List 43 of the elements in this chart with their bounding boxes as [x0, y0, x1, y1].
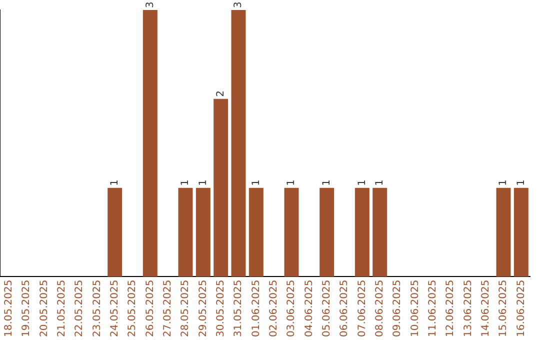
x-tick-label: 31.05.2025 — [233, 280, 244, 338]
data-label: 3 — [144, 2, 156, 8]
x-tick-label: 15.06.2025 — [498, 280, 510, 338]
data-label: 1 — [198, 179, 209, 186]
data-label: 1 — [180, 179, 192, 186]
x-tick-label: 20.05.2025 — [38, 280, 50, 338]
x-tick-label: 01.06.2025 — [250, 280, 262, 338]
x-tick-label: 25.05.2025 — [127, 280, 138, 338]
x-tick-label: 27.05.2025 — [162, 280, 174, 338]
data-label: 1 — [374, 179, 386, 186]
data-label: 1 — [250, 179, 262, 186]
x-tick-label: 03.06.2025 — [286, 280, 298, 338]
data-label: 1 — [498, 179, 510, 186]
data-label: 1 — [286, 179, 298, 186]
x-tick-label: 05.06.2025 — [321, 280, 332, 338]
x-tick-label: 29.05.2025 — [198, 280, 209, 338]
x-tick-label: 09.06.2025 — [392, 280, 404, 338]
x-tick-label: 16.06.2025 — [516, 280, 527, 338]
x-tick-label: 13.06.2025 — [462, 280, 474, 338]
x-tick-label: 02.06.2025 — [268, 280, 280, 338]
data-label: 1 — [109, 179, 120, 186]
x-tick-label: 07.06.2025 — [356, 280, 368, 338]
x-tick-label: 23.05.2025 — [92, 280, 103, 338]
x-tick-label: 30.05.2025 — [215, 280, 226, 338]
data-label: 3 — [233, 2, 244, 8]
x-tick-label: 21.05.2025 — [56, 280, 68, 338]
x-tick-label: 06.06.2025 — [339, 280, 350, 338]
x-tick-label: 08.06.2025 — [374, 280, 386, 338]
x-tick-label: 28.05.2025 — [180, 280, 192, 338]
x-tick-label: 14.06.2025 — [480, 280, 492, 338]
x-tick-label: 04.06.2025 — [304, 280, 315, 338]
x-tick-label: 11.06.2025 — [427, 280, 438, 338]
x-tick-label: 26.05.2025 — [144, 280, 156, 338]
x-tick-label: 24.05.2025 — [109, 280, 120, 338]
x-tick-label: 19.05.2025 — [21, 280, 32, 338]
data-label: 1 — [356, 179, 368, 186]
data-label: 2 — [215, 90, 226, 97]
x-tick-label: 12.06.2025 — [445, 280, 456, 338]
data-label: 1 — [321, 179, 332, 186]
data-label: 1 — [516, 179, 527, 186]
x-tick-label: 10.06.2025 — [410, 280, 421, 338]
x-tick-label: 22.05.2025 — [74, 280, 86, 338]
x-tick-label: 18.05.2025 — [3, 280, 14, 338]
